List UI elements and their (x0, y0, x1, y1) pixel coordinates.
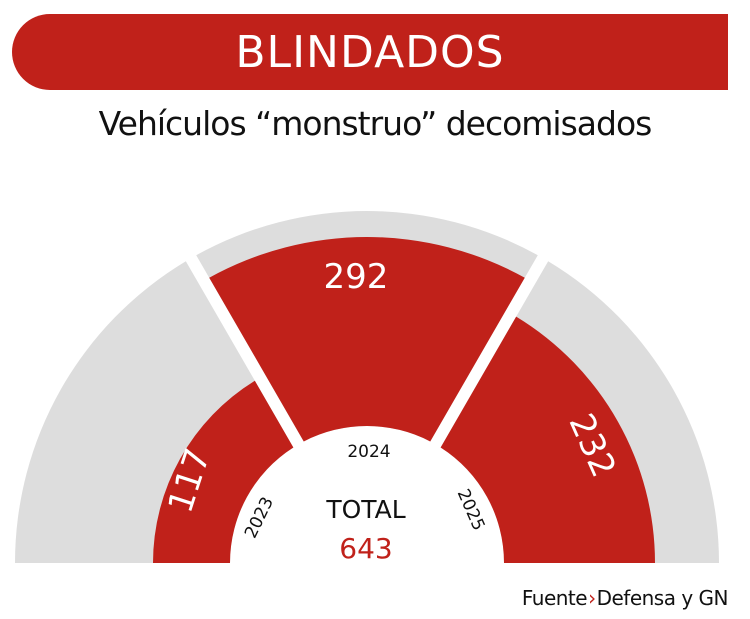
total-label: TOTAL (325, 495, 405, 524)
value-label-2024: 292 (324, 257, 389, 297)
total-value: 643 (339, 532, 392, 565)
chart-title: BLINDADOS (235, 26, 505, 78)
title-banner: BLINDADOS (12, 14, 728, 90)
chevron-right-icon: › (588, 586, 596, 610)
bar-sector-2025 (440, 316, 655, 563)
bar-sector-2023 (153, 380, 294, 563)
source-text: Defensa y GN (596, 586, 729, 610)
year-label-2025: 2025 (453, 486, 489, 534)
year-label-2024: 2024 (347, 442, 390, 462)
source-note: Fuente›Defensa y GN (521, 586, 729, 610)
chart-subtitle: Vehículos “monstruo” decomisados (98, 104, 653, 143)
year-label-2023: 2023 (241, 494, 278, 542)
bar-sector-2024 (209, 237, 525, 442)
source-label: Fuente (521, 586, 588, 610)
